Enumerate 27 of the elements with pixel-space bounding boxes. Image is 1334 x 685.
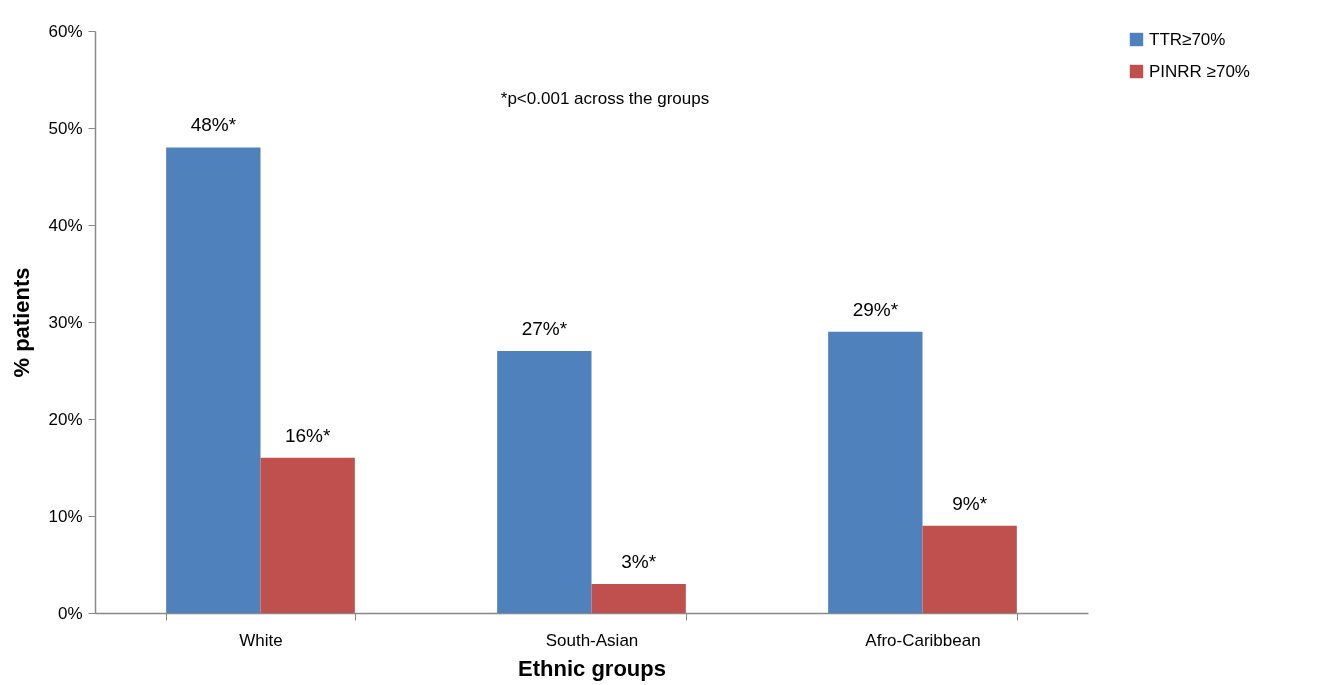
bar — [828, 331, 923, 613]
x-tick-label: Afro-Caribbean — [865, 630, 981, 650]
data-label: 48%* — [190, 114, 237, 136]
data-label: 16%* — [284, 424, 331, 446]
y-axis-title: % patients — [9, 267, 35, 378]
bar — [260, 457, 355, 613]
y-tick-label: 30% — [48, 312, 83, 332]
y-tick-label: 20% — [48, 409, 83, 429]
bar — [591, 583, 686, 613]
y-tick-label: 10% — [48, 506, 83, 526]
data-label: 9%* — [952, 492, 988, 514]
data-label: 3%* — [621, 550, 657, 572]
legend-label: TTR≥70% — [1149, 29, 1226, 49]
y-tick-label: 60% — [48, 21, 83, 41]
y-tick-label: 0% — [57, 603, 83, 623]
bar — [497, 351, 592, 613]
y-tick-label: 50% — [48, 118, 83, 138]
bar — [922, 525, 1017, 613]
x-tick-label: White — [239, 630, 283, 650]
data-label: 27%* — [521, 318, 568, 340]
legend-label: PINRR ≥70% — [1149, 61, 1250, 81]
annotation: *p<0.001 across the groups — [500, 89, 710, 108]
data-label: 29%* — [852, 298, 899, 320]
y-tick-label: 40% — [48, 215, 83, 235]
bar — [166, 147, 261, 613]
x-axis-title: Ethnic groups — [518, 655, 666, 681]
x-tick-label: South-Asian — [545, 630, 639, 650]
